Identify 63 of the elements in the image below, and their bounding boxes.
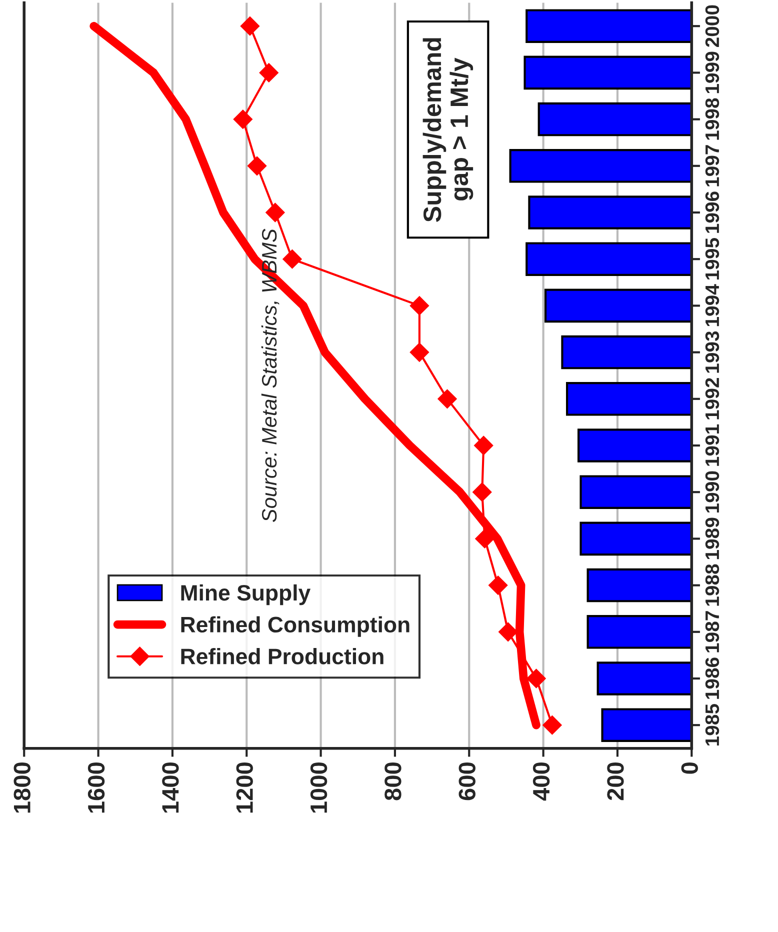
point	[498, 622, 518, 642]
point	[472, 482, 492, 502]
y-tick-label: 1994	[705, 284, 720, 326]
point	[410, 342, 429, 362]
x-tick-label: 1000	[310, 762, 328, 813]
y-tick-label: 1995	[705, 238, 720, 280]
bar	[601, 708, 692, 742]
x-tick-label: 1200	[236, 762, 253, 813]
x-tick-label: 0	[681, 762, 698, 774]
bar	[586, 615, 692, 649]
bar	[577, 428, 692, 462]
point	[488, 576, 508, 595]
y-tick-label: 1990	[705, 471, 720, 512]
bar	[526, 9, 692, 43]
x-tick-label: 1600	[88, 762, 105, 813]
point	[474, 436, 494, 456]
bar	[561, 335, 692, 370]
y-tick-label: 2000	[705, 5, 720, 48]
legend-label: Mine Supply	[181, 584, 311, 606]
point	[410, 296, 429, 316]
x-tick-label: 200	[607, 762, 624, 800]
point	[266, 202, 285, 222]
y-tick-label: 1988	[705, 564, 720, 606]
y-tick-label: 1986	[705, 658, 720, 699]
point	[542, 716, 562, 735]
annotation: Source: Metal Statistics, WBMS	[261, 228, 280, 522]
point	[240, 16, 260, 36]
bar	[524, 56, 692, 90]
y-tick-label: 1993	[705, 331, 720, 373]
bar	[509, 149, 692, 183]
bar	[566, 382, 692, 416]
y-tick-label: 1987	[705, 611, 720, 652]
legend-label: Refined Production	[181, 648, 384, 664]
bar	[526, 242, 692, 276]
point	[475, 529, 494, 548]
y-tick-label: 1998	[705, 98, 720, 140]
y-tick-label: 1989	[705, 518, 720, 560]
point	[282, 250, 302, 269]
x-tick-label: 1400	[162, 762, 179, 813]
bar	[544, 288, 692, 323]
y-tick-label: 1992	[705, 378, 720, 420]
bar	[580, 522, 692, 556]
bar	[586, 568, 692, 602]
point	[526, 668, 546, 688]
point	[247, 156, 267, 176]
bar	[596, 662, 692, 696]
bar	[538, 102, 692, 136]
y-tick-label: 1985	[705, 704, 720, 746]
y-tick-label: 1999	[705, 52, 720, 94]
x-tick-label: 400	[532, 762, 550, 801]
bar	[528, 196, 692, 230]
y-tick-label: 1996	[705, 192, 720, 233]
y-tick-label: 1997	[705, 145, 720, 186]
bar	[580, 475, 692, 509]
legend-label: Refined Consumption	[181, 616, 410, 637]
y-tick-label: 1991	[705, 424, 720, 466]
x-tick-label: 1800	[14, 762, 30, 813]
point	[233, 110, 252, 129]
x-tick-label: 600	[458, 762, 476, 800]
point	[259, 63, 278, 82]
point	[438, 389, 457, 408]
annotation: Supply/demand gap > 1 Mt/y	[422, 38, 474, 222]
x-tick-label: 800	[384, 762, 402, 800]
